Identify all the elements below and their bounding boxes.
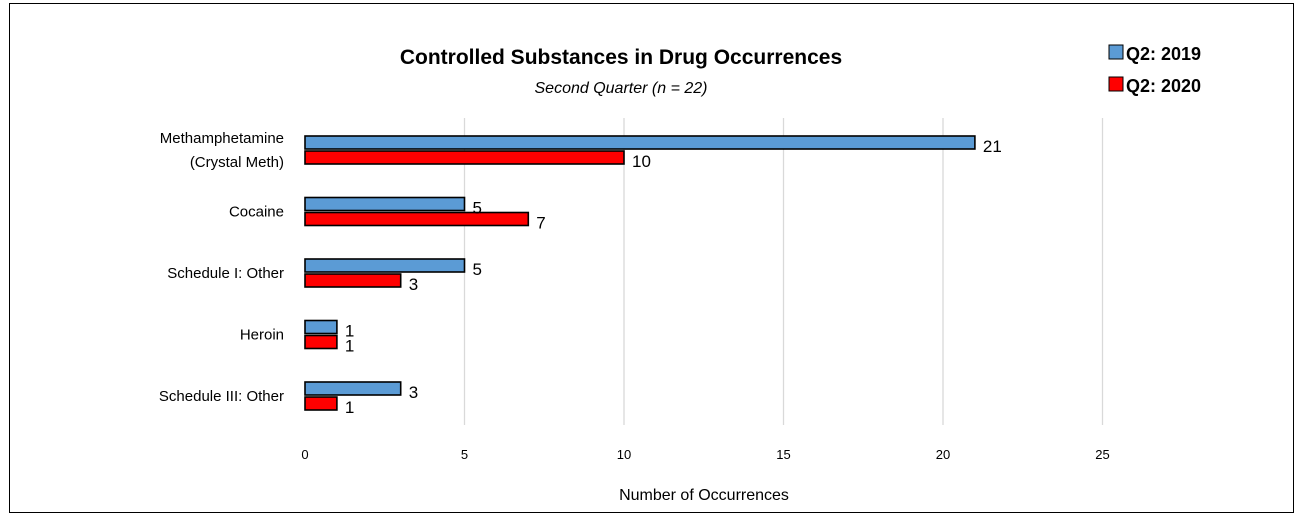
category-label-cocaine: Cocaine	[229, 204, 284, 221]
data-label-q2-2020-methamphetamine-crystal-meth: 10	[632, 152, 651, 171]
bar-q2-2020-methamphetamine-crystal-meth	[304, 150, 625, 165]
category-label-line: (Crystal Meth)	[190, 154, 284, 171]
bars	[304, 135, 976, 411]
x-tick-label: 25	[1095, 447, 1109, 462]
bar-q2-2019-cocaine	[304, 196, 466, 212]
category-label-schedule-iii-other: Schedule III: Other	[159, 388, 284, 405]
bar-q2-2019-heroin	[304, 319, 338, 335]
gridlines	[463, 118, 1104, 425]
data-label-q2-2019-methamphetamine-crystal-meth: 21	[983, 137, 1002, 156]
x-axis-title: Number of Occurrences	[619, 487, 789, 503]
category-label-line: Schedule III: Other	[159, 388, 284, 405]
category-label-line: Methamphetamine	[160, 130, 284, 147]
chart-subtitle: Second Quarter (n = 22)	[535, 80, 708, 97]
legend-label-q2-2019: Q2: 2019	[1126, 44, 1201, 64]
legend-swatch-q2-2020	[1108, 76, 1124, 92]
bar-q2-2020-schedule-iii-other	[304, 396, 338, 411]
x-tick-label: 0	[301, 447, 308, 462]
category-label-methamphetamine-crystal-meth: Methamphetamine (Crystal Meth)	[160, 130, 284, 171]
chart-frame	[9, 3, 1294, 513]
legend: Q2: 2019 Q2: 2020	[1108, 44, 1201, 96]
bar-q2-2019-schedule-i-other	[304, 258, 466, 273]
bar-q2-2020-heroin	[304, 334, 338, 350]
data-label-q2-2020-schedule-iii-other: 1	[345, 398, 354, 417]
bar-q2-2020-cocaine	[304, 211, 530, 227]
data-label-q2-2019-schedule-i-other: 5	[473, 260, 482, 279]
data-label-q2-2019-cocaine: 5	[473, 199, 482, 218]
x-tick-label: 20	[936, 447, 950, 462]
bar-q2-2019-schedule-iii-other	[304, 381, 402, 396]
category-label-line: Cocaine	[229, 204, 284, 221]
x-tick-label: 5	[461, 447, 468, 462]
x-axis-ticks: 0 5 10 15 20 25	[301, 447, 1109, 462]
legend-swatch-q2-2019	[1108, 44, 1124, 60]
data-label-q2-2020-heroin: 1	[345, 337, 354, 356]
category-labels: Methamphetamine (Crystal Meth) Cocaine Sche…	[159, 130, 284, 405]
chart-title: Controlled Substances in Drug Occurrence…	[400, 46, 842, 69]
bar-q2-2020-schedule-i-other	[304, 273, 402, 288]
data-label-q2-2019-heroin: 1	[345, 322, 354, 341]
legend-label-q2-2020: Q2: 2020	[1126, 76, 1201, 96]
category-label-heroin: Heroin	[240, 327, 284, 344]
category-label-schedule-i-other: Schedule I: Other	[167, 265, 284, 282]
data-label-q2-2020-schedule-i-other: 3	[409, 275, 418, 294]
data-label-q2-2020-cocaine: 7	[536, 214, 545, 233]
x-tick-label: 10	[617, 447, 631, 462]
data-label-q2-2019-schedule-iii-other: 3	[409, 383, 418, 402]
category-label-line: Schedule I: Other	[167, 265, 284, 282]
category-label-line: Heroin	[240, 327, 284, 344]
x-tick-label: 15	[776, 447, 790, 462]
bar-q2-2019-methamphetamine-crystal-meth	[304, 135, 976, 150]
